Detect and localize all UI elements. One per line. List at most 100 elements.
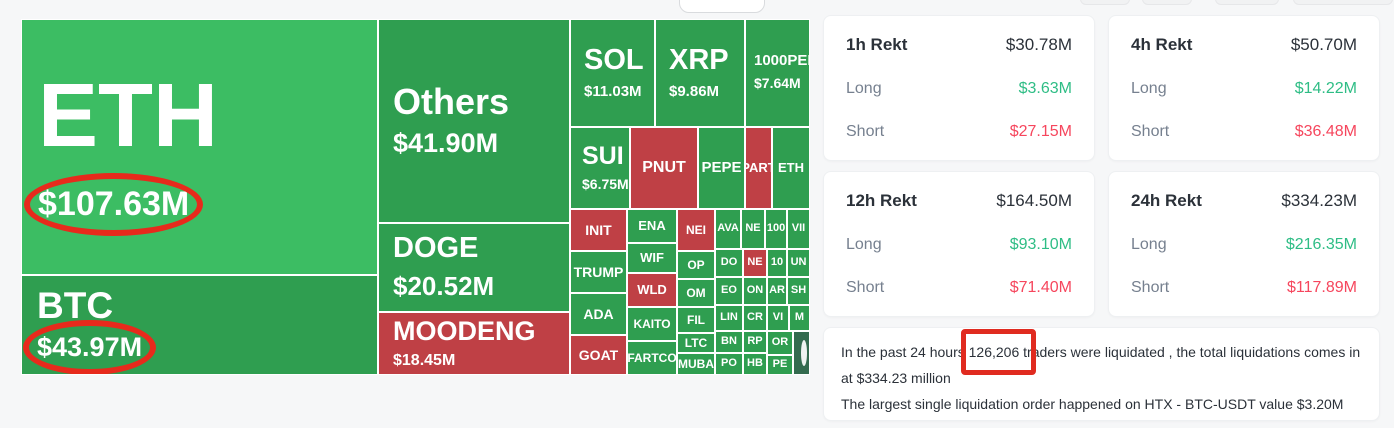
cell-symbol: CR: [747, 311, 763, 324]
treemap-cell-100[interactable]: 100: [765, 209, 787, 249]
cell-symbol: ENA: [638, 218, 666, 234]
short-value: $36.48M: [1294, 123, 1357, 140]
treemap-cell-sol[interactable]: SOL $11.03M: [570, 19, 655, 127]
treemap-cell-eth[interactable]: ETH $107.63M: [21, 19, 378, 275]
treemap-cell-watermark[interactable]: [793, 331, 810, 375]
treemap-cell-doge[interactable]: DOGE $20.52M: [378, 223, 570, 312]
treemap-cell-do[interactable]: DO: [715, 249, 743, 277]
long-value: $14.22M: [1294, 80, 1357, 97]
short-label: Short: [1131, 123, 1170, 140]
highlighted-trader-count: 126,206: [968, 344, 1020, 360]
treemap-cell-un[interactable]: UN: [787, 249, 810, 277]
treemap-cell-others[interactable]: Others $41.90M: [378, 19, 570, 223]
treemap-cell-po[interactable]: PO: [715, 353, 743, 375]
cell-symbol: LIN: [720, 311, 738, 324]
treemap-cell-eth[interactable]: ETH: [772, 127, 810, 209]
short-value: $71.40M: [1009, 279, 1072, 296]
treemap-cell-or[interactable]: OR: [767, 331, 793, 355]
cell-symbol: HB: [747, 357, 763, 370]
summary-text-before: In the past 24 hours: [841, 344, 969, 360]
cell-value: $7.64M: [754, 75, 801, 92]
cell-symbol: ETH: [778, 160, 804, 176]
treemap-cell-ne[interactable]: NE: [743, 249, 767, 277]
cell-symbol: VII: [791, 222, 806, 235]
stat-card-24h-rekt: 24h Rekt $334.23M Long $216.35M Short $1…: [1108, 171, 1380, 317]
treemap-cell-goat[interactable]: GOAT: [570, 335, 627, 375]
cell-value: $9.86M: [669, 82, 720, 100]
treemap-cell-hb[interactable]: HB: [743, 353, 767, 375]
cell-value: $20.52M: [393, 270, 495, 301]
treemap-cell-vii[interactable]: VII: [787, 209, 810, 249]
treemap-cell-moodeng[interactable]: MOODENG $18.45M: [378, 312, 570, 375]
treemap-cell-muba[interactable]: MUBA: [677, 353, 715, 375]
treemap-cell-eo[interactable]: EO: [715, 277, 743, 305]
treemap-cell-kaito[interactable]: KAITO: [627, 307, 677, 341]
treemap-cell-fartco[interactable]: FARTCO: [627, 341, 677, 375]
long-label: Long: [1131, 236, 1167, 253]
treemap-cell-1000pepe[interactable]: 1000PEPE $7.64M: [745, 19, 810, 127]
treemap-cell-trump[interactable]: TRUMP: [570, 251, 627, 293]
cell-symbol: 100: [766, 222, 786, 235]
treemap-cell-pepe[interactable]: PEPE: [698, 127, 745, 209]
cell-symbol: OR: [771, 336, 789, 349]
cell-symbol: MOODENG: [393, 315, 536, 346]
cell-symbol: 10: [770, 256, 784, 269]
long-label: Long: [1131, 80, 1167, 97]
cell-symbol: ON: [746, 284, 764, 297]
cell-symbol: WLD: [637, 282, 667, 298]
treemap-cell-ar[interactable]: AR: [767, 277, 787, 305]
treemap-cell-sh[interactable]: SH: [787, 277, 810, 305]
treemap-cell-ava[interactable]: AVA: [715, 209, 741, 249]
treemap-cell-ada[interactable]: ADA: [570, 293, 627, 335]
card-title: 1h Rekt: [846, 35, 908, 54]
treemap-cell-m[interactable]: M: [789, 305, 810, 331]
cell-symbol: OM: [686, 285, 706, 300]
short-label: Short: [846, 123, 885, 140]
treemap-cell-lin[interactable]: LIN: [715, 305, 743, 331]
treemap-cell-btc[interactable]: BTC $43.97M: [21, 275, 378, 375]
cell-symbol: VI: [772, 311, 784, 324]
treemap-cell-ne[interactable]: NE: [741, 209, 765, 249]
cell-value: $107.63M: [38, 185, 190, 224]
treemap-cell-nei[interactable]: NEI: [677, 209, 715, 251]
treemap-cell-wif[interactable]: WIF: [627, 243, 677, 273]
long-value: $3.63M: [1018, 80, 1072, 97]
treemap-cell-on[interactable]: ON: [743, 277, 767, 305]
treemap-cell-om[interactable]: OM: [677, 279, 715, 307]
summary-line-2: The largest single liquidation order hap…: [841, 396, 1344, 412]
treemap-cell-pnut[interactable]: PNUT: [630, 127, 698, 209]
treemap-cell-fil[interactable]: FIL: [677, 307, 715, 333]
card-total: $334.23M: [1281, 191, 1357, 210]
cell-symbol: Others: [393, 81, 510, 123]
treemap-cell-cr[interactable]: CR: [743, 305, 767, 331]
treemap-cell-wld[interactable]: WLD: [627, 273, 677, 307]
treemap-cell-init[interactable]: INIT: [570, 209, 627, 251]
cell-symbol: ETH: [38, 65, 218, 166]
cell-symbol: WIF: [640, 250, 664, 266]
cell-symbol: FARTCO: [627, 350, 677, 365]
stat-card-4h-rekt: 4h Rekt $50.70M Long $14.22M Short $36.4…: [1108, 15, 1380, 161]
cell-symbol: EO: [721, 284, 737, 297]
liquidation-summary-panel: In the past 24 hours 126,206 traders wer…: [823, 327, 1380, 421]
cell-symbol: TRUMP: [573, 263, 624, 280]
treemap-cell-ena[interactable]: ENA: [627, 209, 677, 243]
stat-card-1h-rekt: 1h Rekt $30.78M Long $3.63M Short $27.15…: [823, 15, 1095, 161]
cell-symbol: MUBA: [678, 356, 714, 371]
treemap-cell-ltc[interactable]: LTC: [677, 333, 715, 353]
cell-symbol: PEPE: [701, 159, 742, 177]
treemap-cell-10[interactable]: 10: [767, 249, 787, 277]
card-total: $164.50M: [996, 191, 1072, 210]
card-total: $50.70M: [1290, 35, 1357, 54]
treemap-cell-sui[interactable]: SUI $6.75M: [570, 127, 630, 209]
treemap-cell-rp[interactable]: RP: [743, 331, 767, 353]
cell-symbol: M: [794, 311, 805, 324]
treemap-cell-op[interactable]: OP: [677, 251, 715, 279]
treemap-cell-vi[interactable]: VI: [767, 305, 789, 331]
treemap-cell-pe[interactable]: PE: [767, 355, 793, 375]
treemap-cell-part[interactable]: PART: [745, 127, 772, 209]
cell-symbol: AR: [769, 284, 785, 297]
treemap-cell-xrp[interactable]: XRP $9.86M: [655, 19, 745, 127]
cell-symbol: SH: [790, 284, 807, 297]
treemap-cell-bn[interactable]: BN: [715, 331, 743, 353]
